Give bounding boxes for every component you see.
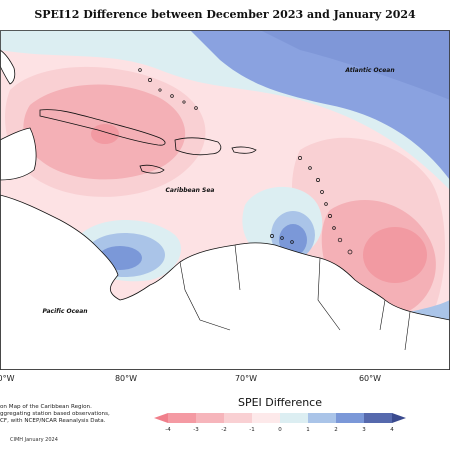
colorbar-tick-label: -3 [193,427,199,433]
colorbar: -4 -3 -2 -1 0 1 2 3 4 [154,413,406,433]
colorbar-swatch [364,413,393,423]
spei-map: Atlantic Ocean Caribbean Sea Pacific Oce… [0,30,450,370]
note-line: on Map of the Caribbean Region. [0,404,92,410]
colorbar-swatch [336,413,365,423]
island-puerto-rico [231,146,257,154]
island-jamaica [139,164,165,174]
colorbar-tick-label: -4 [165,427,171,433]
label-pacific-ocean: Pacific Ocean [42,308,87,315]
colorbar-swatch [168,413,197,423]
colorbar-swatch [308,413,337,423]
note-line: ggregating station based observations, [0,411,110,417]
footer-credit: CIMH January 2024 [10,437,58,443]
map-title: SPEI12 Difference between December 2023 … [34,8,416,21]
legend-title: SPEI Difference [237,396,322,409]
note-line: CF, with NCEP/NCAR Reanalysis Data. [0,418,106,424]
label-atlantic-ocean: Atlantic Ocean [344,67,394,74]
colorbar-tick-label: 2 [334,427,338,433]
colorbar-tick-label: 3 [362,427,366,433]
wet-region-atlantic-deep [260,30,450,100]
land-florida [0,49,16,85]
colorbar-tick-label: 1 [306,427,310,433]
lon-tick-label: 60°W [358,374,382,383]
lon-tick-label: 0°W [0,374,15,383]
islands-abc [270,234,294,244]
colorbar-tick-label: 4 [390,427,394,433]
lon-tick-label: 80°W [114,374,138,383]
land-yucatan [0,127,37,181]
colorbar-low-arrow [154,413,168,423]
wet-core-colombia [279,224,307,256]
islands-bahamas [138,68,198,110]
colorbar-tick-label: 0 [278,427,282,433]
island-cuba [39,109,166,146]
colorbar-swatch [224,413,253,423]
dry-core-trinidad [363,227,427,283]
lon-tick-label: 70°W [234,374,258,383]
islands-lesser-antilles [298,156,353,255]
colorbar-swatch [280,413,309,423]
island-hispaniola [174,137,222,156]
source-notes: on Map of the Caribbean Region. ggregati… [0,404,150,425]
colorbar-tick-label: -2 [221,427,226,433]
border-lines [179,244,411,351]
colorbar-swatch [252,413,281,423]
colorbar-tick-label: -1 [249,427,254,433]
dry-core-cuba [91,124,119,144]
label-caribbean-sea: Caribbean Sea [166,187,215,194]
colorbar-high-arrow [392,413,406,423]
colorbar-swatch [196,413,225,423]
